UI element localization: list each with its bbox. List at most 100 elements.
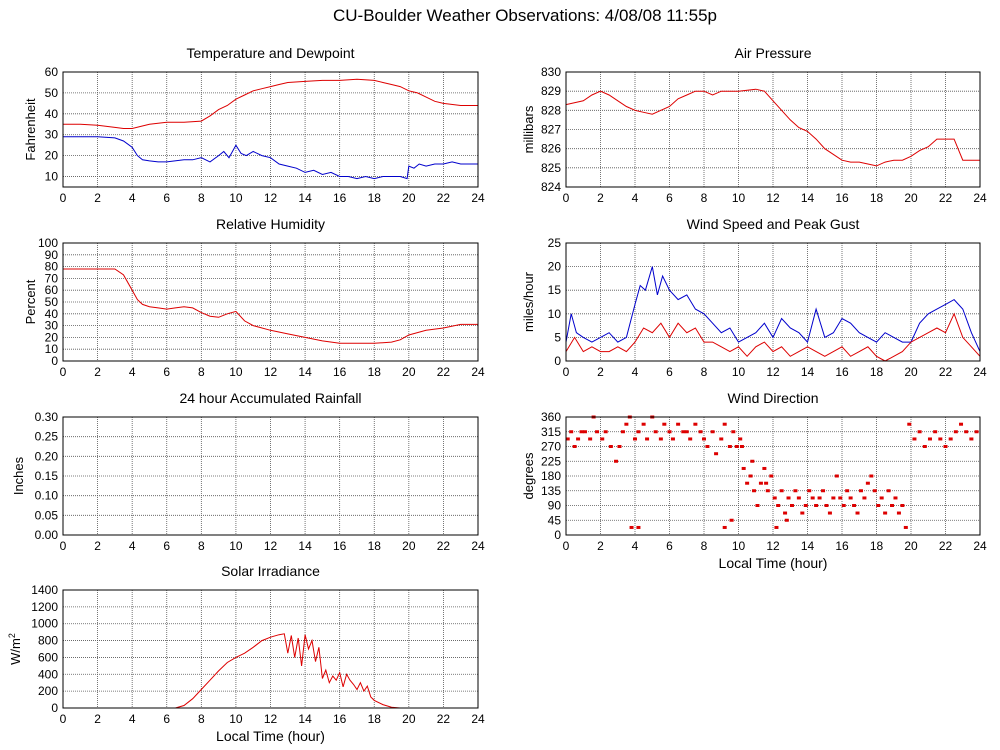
data-point xyxy=(722,525,727,529)
data-point xyxy=(922,445,927,448)
data-point xyxy=(765,489,770,493)
y-tick-label: 100 xyxy=(38,236,58,250)
x-tick-label: 18 xyxy=(870,539,884,553)
data-point xyxy=(855,511,860,515)
x-tick-label: 2 xyxy=(94,539,101,553)
y-tick-label: 180 xyxy=(541,469,561,483)
y-tick-label: 20 xyxy=(548,260,562,274)
y-tick-label: 827 xyxy=(541,123,561,137)
data-point xyxy=(734,445,739,448)
data-point xyxy=(793,489,798,493)
data-point xyxy=(845,489,850,493)
x-tick-label: 6 xyxy=(666,191,673,205)
x-tick-label: 4 xyxy=(632,191,639,205)
x-tick-label: 8 xyxy=(198,539,205,553)
data-point xyxy=(917,430,922,434)
series-line-blue xyxy=(565,266,981,352)
y-tick-label: 824 xyxy=(541,180,561,194)
y-tick-label: 0 xyxy=(51,701,58,715)
y-tick-label: 45 xyxy=(548,513,562,527)
x-tick-label: 20 xyxy=(402,539,416,553)
chart-title: Air Pressure xyxy=(734,45,811,61)
x-tick-label: 18 xyxy=(870,191,884,205)
x-tick-label: 6 xyxy=(163,712,170,726)
data-point xyxy=(786,496,791,500)
chart-title: Wind Direction xyxy=(727,390,818,406)
data-point xyxy=(907,422,912,426)
y-tick-label: 25 xyxy=(548,236,562,250)
y-tick-label: 10 xyxy=(548,307,562,321)
x-tick-label: 4 xyxy=(129,365,136,379)
data-point xyxy=(810,496,815,500)
plot-frame xyxy=(565,416,981,536)
x-tick-label: 6 xyxy=(666,365,673,379)
y-axis-label-text: Percent xyxy=(23,279,38,324)
data-point xyxy=(912,437,917,441)
x-tick-label: 24 xyxy=(471,365,485,379)
plot-frame xyxy=(62,589,479,709)
y-tick-label: 30 xyxy=(45,319,59,333)
x-tick-label: 2 xyxy=(597,191,604,205)
y-axis-label-superscript: 2 xyxy=(7,633,17,638)
x-tick-label: 4 xyxy=(632,365,639,379)
x-tick-label: 12 xyxy=(264,539,278,553)
chart-title: Relative Humidity xyxy=(216,216,325,232)
x-tick-label: 10 xyxy=(229,191,243,205)
data-point xyxy=(784,518,789,522)
x-tick-label: 12 xyxy=(766,539,780,553)
y-tick-label: 40 xyxy=(45,107,59,121)
x-tick-label: 10 xyxy=(732,365,746,379)
data-point xyxy=(831,496,836,500)
x-tick-label: 24 xyxy=(973,365,987,379)
data-point xyxy=(769,474,774,478)
x-tick-label: 20 xyxy=(904,365,918,379)
data-point xyxy=(959,422,964,426)
x-tick-label: 22 xyxy=(939,191,953,205)
x-tick-label: 0 xyxy=(60,191,67,205)
x-tick-label: 24 xyxy=(471,539,485,553)
data-point xyxy=(569,430,574,434)
y-axis-label: miles/hour xyxy=(521,271,536,332)
y-tick-label: 10 xyxy=(45,170,59,184)
x-tick-label: 2 xyxy=(597,539,604,553)
y-tick-label: 270 xyxy=(541,440,561,454)
x-tick-label: 4 xyxy=(632,539,639,553)
x-tick-label: 8 xyxy=(198,365,205,379)
x-tick-label: 0 xyxy=(60,712,67,726)
data-point xyxy=(600,437,605,441)
data-point xyxy=(883,511,888,515)
data-point xyxy=(738,437,743,441)
y-tick-label: 70 xyxy=(45,271,59,285)
x-tick-label: 22 xyxy=(939,365,953,379)
y-tick-label: 1200 xyxy=(31,600,58,614)
plot-frame xyxy=(565,71,981,188)
y-tick-label: 315 xyxy=(541,425,561,439)
x-tick-label: 12 xyxy=(766,191,780,205)
x-tick-label: 4 xyxy=(129,712,136,726)
y-tick-label: 0.15 xyxy=(35,469,59,483)
x-tick-label: 12 xyxy=(264,191,278,205)
data-point xyxy=(684,430,689,434)
chart-title: Wind Speed and Peak Gust xyxy=(687,216,860,232)
x-tick-label: 6 xyxy=(163,539,170,553)
data-point xyxy=(572,445,577,448)
data-point xyxy=(645,437,650,441)
y-tick-label: 225 xyxy=(541,454,561,468)
chart-title: Solar Irradiance xyxy=(221,563,320,579)
x-tick-label: 12 xyxy=(766,365,780,379)
data-point xyxy=(676,422,681,426)
data-point xyxy=(693,422,698,426)
x-tick-label: 14 xyxy=(298,191,312,205)
x-tick-label: 24 xyxy=(973,539,987,553)
x-tick-label: 12 xyxy=(264,712,278,726)
x-tick-label: 22 xyxy=(437,539,451,553)
data-point xyxy=(827,511,832,515)
plot-frame xyxy=(565,242,981,362)
x-tick-label: 8 xyxy=(701,191,708,205)
y-axis-label-text: W/m xyxy=(8,638,23,665)
x-tick-label: 0 xyxy=(563,191,570,205)
data-point xyxy=(821,489,826,493)
data-point xyxy=(722,422,727,426)
